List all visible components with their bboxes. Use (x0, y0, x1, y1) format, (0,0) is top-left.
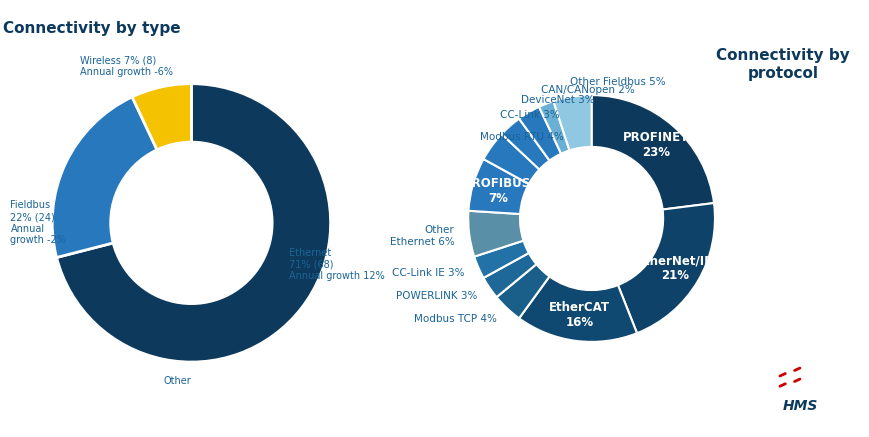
Text: Ethernet
71% (68)
Annual growth 12%: Ethernet 71% (68) Annual growth 12% (289, 248, 384, 281)
Wedge shape (617, 203, 714, 333)
Text: Fieldbus
22% (24)
Annual
growth -2%: Fieldbus 22% (24) Annual growth -2% (10, 201, 66, 245)
Wedge shape (591, 95, 713, 209)
Text: Modbus TCP 4%: Modbus TCP 4% (414, 314, 496, 324)
Wedge shape (496, 264, 549, 318)
Text: Connectivity by type: Connectivity by type (3, 21, 181, 36)
Text: EtherCAT
16%: EtherCAT 16% (548, 301, 609, 329)
Text: Connectivity by
protocol: Connectivity by protocol (715, 48, 849, 80)
Wedge shape (468, 211, 523, 257)
Wedge shape (483, 134, 539, 184)
Text: Modbus RTU 4%: Modbus RTU 4% (479, 132, 563, 142)
Wedge shape (52, 97, 156, 257)
Wedge shape (539, 101, 569, 154)
Wedge shape (468, 159, 528, 214)
Text: HMS: HMS (782, 399, 817, 413)
Text: CAN/CANopen 2%: CAN/CANopen 2% (541, 85, 634, 95)
Wedge shape (483, 253, 536, 297)
Text: Other: Other (163, 376, 191, 386)
Wedge shape (553, 95, 591, 150)
Text: Other
Ethernet 6%: Other Ethernet 6% (389, 225, 454, 246)
Text: POWERLINK 3%: POWERLINK 3% (395, 291, 477, 301)
Text: PROFIBUS
7%: PROFIBUS 7% (464, 177, 531, 205)
Text: Wireless 7% (8)
Annual growth -6%: Wireless 7% (8) Annual growth -6% (80, 55, 173, 77)
Wedge shape (56, 83, 330, 362)
Wedge shape (519, 276, 636, 342)
Text: EtherNet/IP
21%: EtherNet/IP 21% (636, 254, 713, 282)
Wedge shape (519, 107, 561, 161)
Text: DeviceNet 3%: DeviceNet 3% (521, 94, 594, 104)
Wedge shape (132, 83, 191, 150)
Wedge shape (501, 119, 549, 170)
Wedge shape (474, 241, 528, 278)
Text: Other Fieldbus 5%: Other Fieldbus 5% (569, 77, 665, 87)
Text: CC-Link 3%: CC-Link 3% (500, 110, 560, 120)
Text: PROFINET
23%: PROFINET 23% (622, 132, 688, 160)
Text: CC-Link IE 3%: CC-Link IE 3% (392, 268, 464, 278)
